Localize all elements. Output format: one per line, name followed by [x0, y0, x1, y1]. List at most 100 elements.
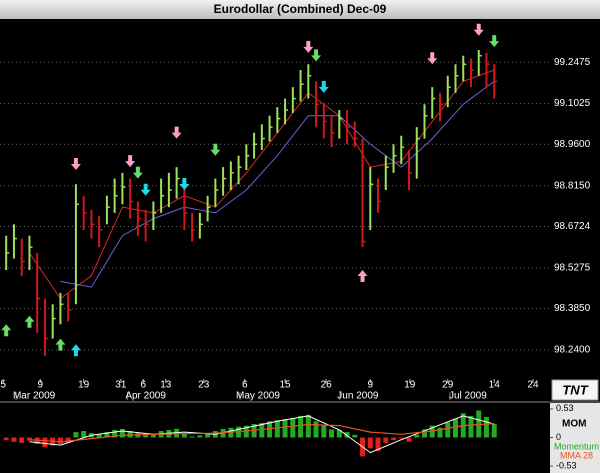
momentum-bar — [445, 422, 451, 438]
x-tick-label: 6 — [242, 380, 248, 391]
momentum-bar — [197, 435, 203, 438]
y-tick-label: 0.53 — [556, 403, 574, 413]
momentum-bar — [329, 429, 335, 438]
indicator-side-panel — [550, 403, 600, 473]
indicator-title: MOM — [562, 419, 586, 430]
momentum-bar — [352, 434, 358, 438]
signal-arrow — [489, 35, 500, 48]
signal-arrow — [357, 270, 368, 282]
momentum-bar — [298, 415, 304, 438]
x-tick-label: 24 — [527, 380, 539, 391]
momentum-bar — [468, 415, 474, 438]
x-tick-label: 14 — [489, 380, 501, 391]
momentum-bar — [267, 421, 273, 438]
signal-arrow — [171, 126, 182, 139]
momentum-bar — [290, 418, 296, 438]
month-label: Apr 2009 — [125, 391, 166, 402]
momentum-bar — [57, 437, 63, 444]
momentum-bar — [336, 429, 342, 438]
momentum-bar — [104, 432, 110, 438]
signal-arrow — [473, 23, 484, 36]
momentum-bar — [143, 434, 149, 438]
momentum-bar — [321, 425, 327, 438]
signal-arrow — [427, 52, 438, 65]
month-label: Jun 2009 — [337, 391, 379, 402]
y-tick-label: 99.1025 — [554, 98, 591, 109]
momentum-bar — [73, 432, 79, 438]
momentum-bar — [437, 427, 443, 438]
momentum-bar — [19, 437, 25, 443]
momentum-bar — [375, 437, 381, 452]
momentum-bar — [96, 434, 102, 438]
momentum-bar — [383, 437, 389, 443]
title-bar — [0, 0, 600, 19]
x-tick-label: 19 — [404, 380, 416, 391]
signal-arrow — [125, 155, 136, 168]
momentum-bar — [205, 433, 211, 438]
momentum-bar — [174, 428, 180, 438]
signal-arrow — [140, 183, 151, 196]
momentum-bar — [81, 431, 87, 438]
momentum-bar — [491, 423, 497, 438]
signal-arrow — [70, 344, 81, 357]
momentum-bar — [42, 437, 48, 448]
momentum-bar — [65, 437, 71, 443]
signal-arrow — [132, 166, 143, 179]
x-tick-label: 6 — [141, 380, 147, 391]
momentum-bar — [406, 437, 412, 442]
y-tick-label: 98.3850 — [554, 303, 591, 314]
momentum-bar — [274, 420, 280, 438]
x-tick-label: 5 — [0, 380, 6, 391]
month-label: Jul 2009 — [449, 391, 487, 402]
legend-entry: Momentum — [554, 441, 599, 451]
momentum-bar — [259, 422, 265, 438]
momentum-bar — [398, 437, 404, 439]
moving-average-line — [60, 80, 495, 288]
momentum-bar — [127, 431, 133, 438]
mma-line — [29, 422, 495, 443]
signal-arrow — [311, 49, 322, 62]
month-label: May 2009 — [236, 391, 280, 402]
y-tick-label: -0.53 — [556, 461, 577, 471]
x-tick-label: 9 — [368, 380, 374, 391]
momentum-bar — [344, 432, 350, 438]
momentum-bar — [150, 433, 156, 438]
momentum-bar — [181, 433, 187, 438]
signal-arrow — [70, 158, 81, 170]
logo: TNT — [562, 382, 588, 397]
signal-arrow — [210, 143, 221, 156]
logo-box — [551, 379, 599, 401]
legend-entry: MMA 28 — [560, 450, 593, 460]
momentum-bar — [11, 437, 17, 442]
momentum-bar — [414, 434, 420, 438]
y-tick-label: 99.2475 — [554, 57, 591, 68]
momentum-bar — [391, 437, 397, 441]
momentum-bar — [26, 437, 32, 441]
y-tick-label: 98.5275 — [554, 262, 591, 273]
signal-arrow — [303, 40, 314, 53]
momentum-bar — [305, 414, 311, 438]
momentum-bar — [112, 429, 118, 438]
momentum-bar — [313, 421, 319, 438]
x-tick-label: 13 — [160, 380, 172, 391]
momentum-line — [29, 415, 495, 454]
signal-arrow — [1, 324, 12, 337]
x-tick-label: 31 — [115, 380, 127, 391]
y-tick-label: 98.2400 — [554, 345, 591, 356]
momentum-bar — [119, 428, 125, 438]
x-tick-label: 29 — [442, 380, 454, 391]
x-tick-label: 23 — [198, 380, 210, 391]
signal-arrow — [24, 315, 35, 328]
signal-arrow — [179, 178, 190, 190]
momentum-bar — [483, 416, 489, 438]
signal-arrow — [318, 80, 329, 93]
momentum-bar — [452, 418, 458, 438]
x-tick-label: 9 — [38, 380, 44, 391]
y-tick-label: 0 — [556, 432, 561, 442]
momentum-bar — [422, 429, 428, 438]
momentum-bar — [3, 437, 9, 441]
y-tick-label: 98.6724 — [554, 221, 591, 232]
momentum-bar — [189, 436, 195, 438]
